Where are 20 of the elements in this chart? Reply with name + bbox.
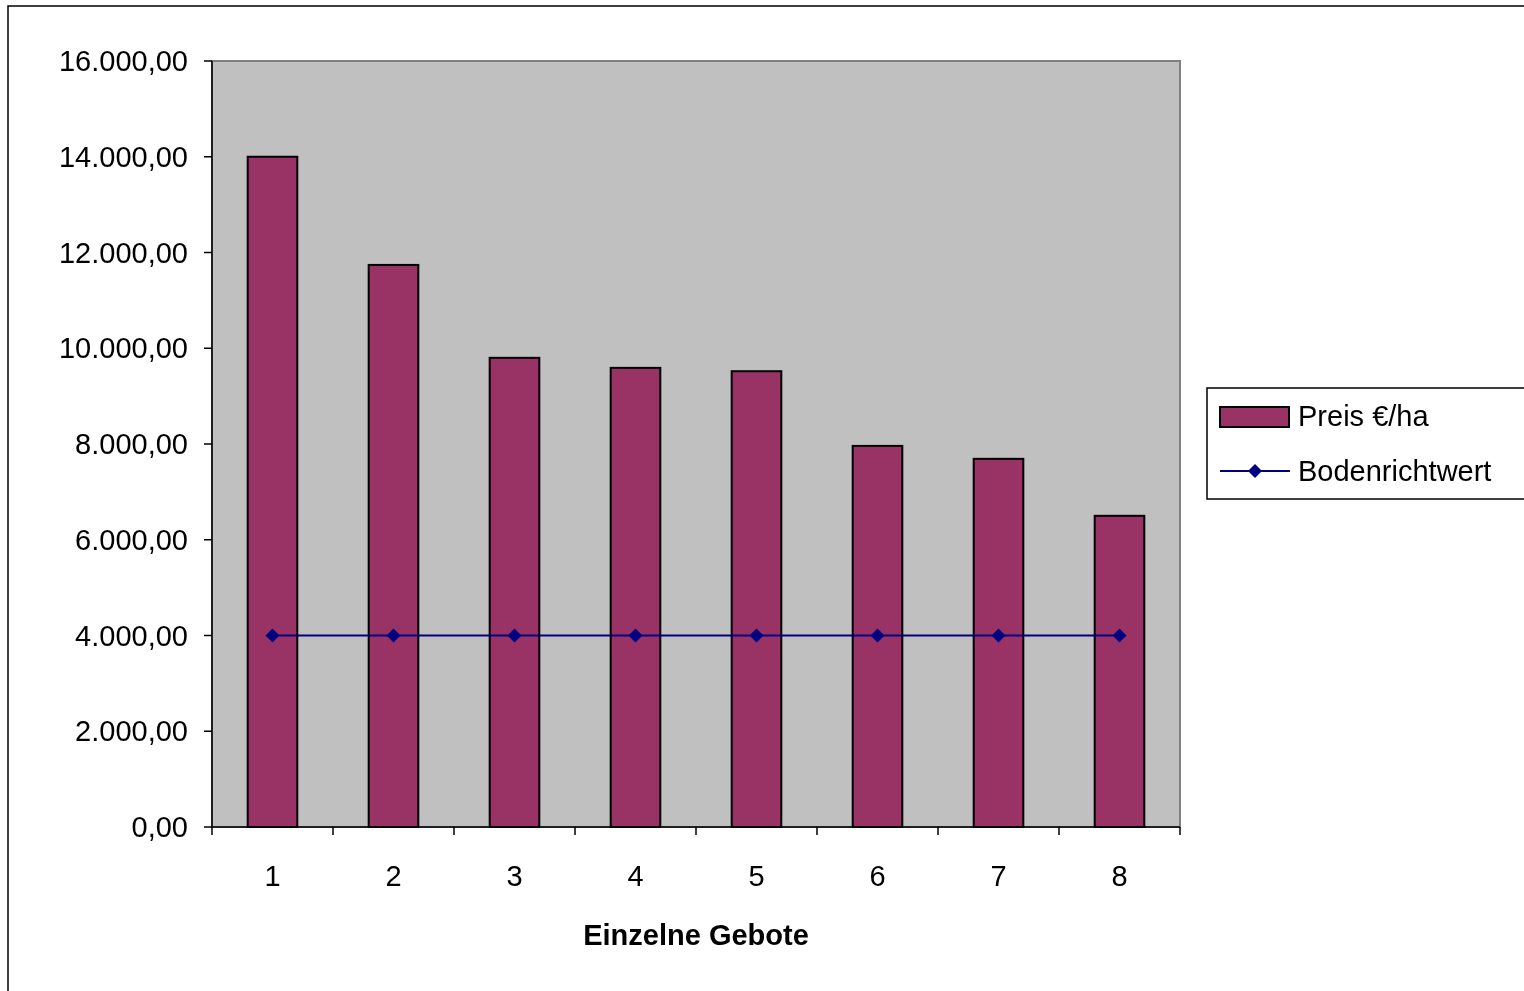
legend-label: Bodenrichtwert [1298, 455, 1492, 488]
y-tick-label: 2.000,00 [75, 715, 188, 748]
x-tick-label: 5 [748, 860, 765, 892]
y-tick-label: 12.000,00 [58, 236, 188, 269]
x-tick-label: 4 [627, 860, 644, 892]
y-tick-label: 14.000,00 [58, 140, 188, 173]
x-tick-label: 3 [506, 860, 523, 892]
x-tick-label: 8 [1111, 860, 1128, 892]
x-axis-title: Einzelne Gebote [583, 919, 809, 951]
x-tick-label: 7 [990, 860, 1007, 892]
x-tick-label: 1 [264, 860, 281, 892]
y-tick-label: 4.000,00 [75, 619, 188, 652]
y-tick-label: 10.000,00 [58, 332, 188, 365]
y-tick-label: 8.000,00 [75, 428, 188, 461]
legend-label: Preis €/ha [1298, 400, 1430, 433]
x-tick-label: 6 [869, 860, 886, 892]
y-tick-label: 16.000,00 [58, 45, 188, 78]
y-tick-label: 0,00 [131, 811, 188, 844]
x-tick-label: 2 [385, 860, 402, 892]
y-tick-label: 6.000,00 [75, 523, 188, 556]
